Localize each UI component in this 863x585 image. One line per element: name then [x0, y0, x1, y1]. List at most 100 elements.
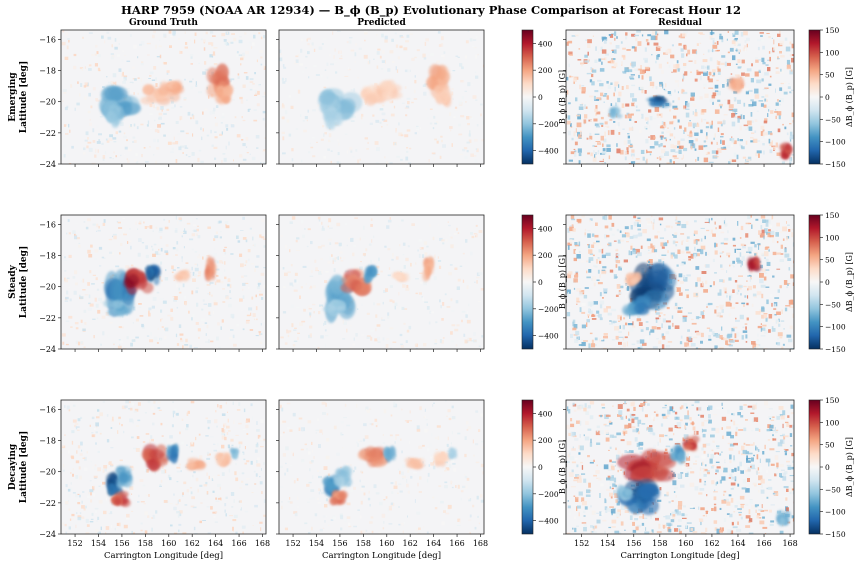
- noise-pixel: [203, 39, 206, 43]
- noise-pixel: [618, 320, 621, 322]
- noise-pixel: [763, 235, 765, 240]
- noise-pixel: [437, 31, 441, 34]
- noise-pixel: [578, 106, 584, 110]
- noise-pixel: [411, 223, 415, 226]
- noise-pixel: [608, 242, 612, 247]
- noise-pixel: [79, 294, 81, 298]
- noise-pixel: [681, 157, 683, 160]
- noise-pixel: [114, 465, 117, 468]
- noise-pixel: [776, 268, 781, 270]
- noise-pixel: [250, 460, 253, 465]
- field-blob: [781, 152, 789, 160]
- noise-pixel: [687, 49, 691, 55]
- noise-pixel: [611, 66, 616, 69]
- noise-pixel: [170, 151, 174, 153]
- noise-pixel: [733, 339, 736, 341]
- noise-pixel: [700, 311, 704, 316]
- noise-pixel: [719, 35, 723, 40]
- noise-pixel: [326, 438, 330, 442]
- field-blob: [231, 448, 236, 454]
- noise-pixel: [681, 53, 685, 58]
- noise-pixel: [704, 235, 706, 240]
- noise-pixel: [203, 484, 208, 487]
- noise-pixel: [658, 144, 661, 148]
- noise-pixel: [139, 43, 142, 46]
- noise-pixel: [80, 341, 83, 344]
- noise-pixel: [194, 263, 197, 265]
- field-blob: [378, 80, 392, 92]
- noise-pixel: [136, 425, 140, 427]
- noise-pixel: [591, 73, 594, 78]
- noise-pixel: [68, 500, 70, 502]
- noise-pixel: [384, 59, 386, 64]
- noise-pixel: [97, 531, 101, 534]
- noise-pixel: [731, 138, 735, 143]
- noise-pixel: [259, 234, 262, 238]
- noise-pixel: [282, 431, 285, 434]
- noise-pixel: [299, 322, 303, 326]
- noise-pixel: [687, 329, 690, 332]
- noise-pixel: [158, 409, 162, 411]
- noise-pixel: [791, 112, 794, 118]
- noise-pixel: [647, 246, 651, 249]
- noise-pixel: [687, 345, 692, 347]
- noise-pixel: [669, 121, 674, 125]
- noise-pixel: [163, 33, 167, 38]
- noise-pixel: [676, 303, 680, 307]
- noise-pixel: [82, 289, 86, 291]
- noise-pixel: [339, 57, 343, 60]
- noise-pixel: [327, 225, 329, 228]
- noise-pixel: [78, 244, 81, 248]
- noise-pixel: [586, 322, 588, 327]
- noise-pixel: [400, 134, 404, 137]
- noise-pixel: [89, 119, 91, 121]
- noise-pixel: [471, 235, 475, 239]
- noise-pixel: [224, 221, 229, 225]
- noise-pixel: [62, 522, 64, 526]
- noise-pixel: [720, 331, 722, 336]
- noise-pixel: [176, 283, 178, 288]
- noise-pixel: [150, 406, 154, 411]
- noise-pixel: [758, 59, 761, 61]
- noise-pixel: [101, 282, 104, 284]
- noise-pixel: [396, 155, 400, 158]
- noise-pixel: [623, 119, 625, 121]
- noise-pixel: [77, 341, 81, 346]
- noise-pixel: [461, 310, 466, 313]
- noise-pixel: [771, 302, 773, 307]
- noise-pixel: [747, 244, 752, 247]
- noise-pixel: [87, 64, 90, 68]
- noise-pixel: [343, 257, 346, 260]
- noise-pixel: [714, 109, 720, 114]
- noise-pixel: [112, 73, 117, 78]
- noise-pixel: [426, 306, 430, 310]
- noise-pixel: [228, 303, 232, 308]
- noise-pixel: [127, 159, 130, 163]
- noise-pixel: [696, 331, 701, 336]
- noise-pixel: [675, 216, 678, 221]
- noise-pixel: [122, 315, 124, 318]
- noise-pixel: [598, 259, 601, 263]
- noise-pixel: [739, 143, 741, 147]
- noise-pixel: [470, 117, 474, 120]
- noise-pixel: [300, 48, 303, 53]
- noise-pixel: [747, 93, 750, 97]
- noise-pixel: [747, 215, 751, 220]
- noise-pixel: [592, 276, 596, 282]
- noise-pixel: [762, 327, 766, 331]
- noise-pixel: [422, 84, 427, 87]
- noise-pixel: [729, 263, 734, 266]
- noise-pixel: [415, 126, 420, 131]
- noise-pixel: [749, 93, 752, 97]
- noise-pixel: [645, 67, 651, 72]
- noise-pixel: [405, 40, 409, 43]
- noise-pixel: [715, 150, 719, 155]
- noise-pixel: [584, 228, 587, 232]
- noise-pixel: [762, 219, 766, 223]
- noise-pixel: [624, 156, 627, 161]
- noise-pixel: [636, 340, 640, 344]
- noise-pixel: [746, 302, 749, 306]
- noise-pixel: [742, 243, 745, 245]
- noise-pixel: [468, 303, 470, 307]
- noise-pixel: [722, 140, 725, 145]
